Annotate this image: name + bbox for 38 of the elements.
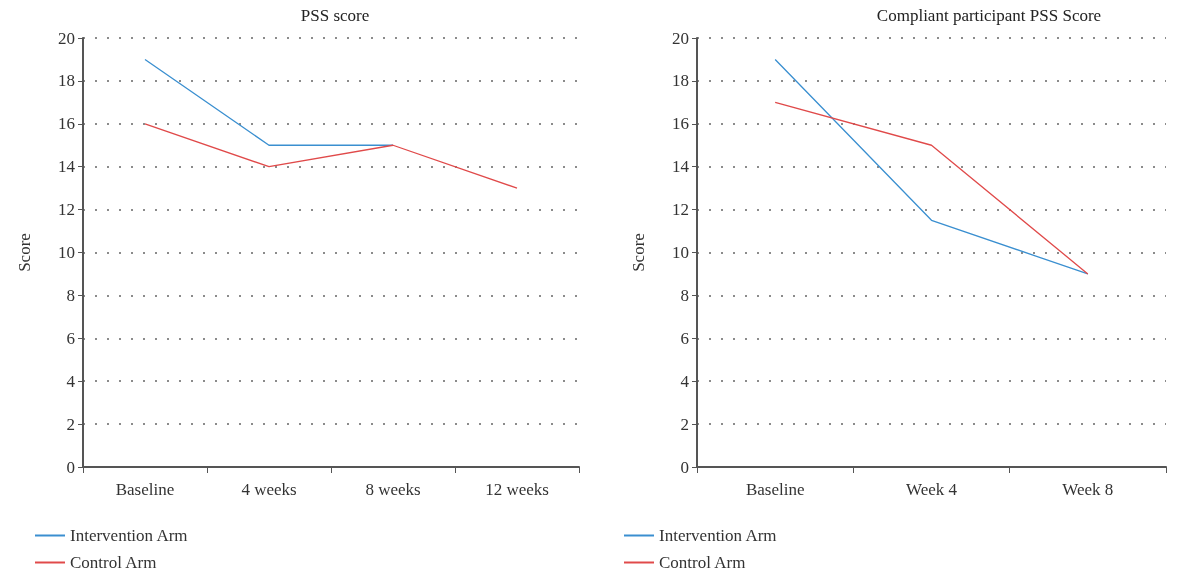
y-axis-title: Score: [629, 233, 648, 272]
y-tick-label: 10: [58, 243, 75, 262]
line-series: [144, 123, 518, 189]
x-tick-label: 4 weeks: [241, 480, 297, 499]
x-tick-label: Week 8: [1062, 480, 1114, 499]
y-tick-label: 20: [58, 28, 75, 48]
y-tick-label: 14: [58, 157, 76, 177]
y-tick-label: 6: [66, 328, 75, 348]
y-tick-label: 8: [66, 285, 75, 305]
y-tick-label: 12: [58, 200, 75, 220]
x-tick-label: 12 weeks: [485, 480, 549, 499]
y-tick-label: 18: [58, 71, 75, 91]
y-tick-label: 16: [58, 114, 75, 134]
y-axis-title: Score: [15, 233, 34, 272]
y-tick-label: 4: [680, 371, 690, 391]
x-tick-label: 8 weeks: [365, 480, 421, 499]
legend-label: Control Arm: [659, 553, 746, 572]
y-tick-label: 10: [672, 243, 689, 262]
chart-title: Compliant participant PSS Score: [876, 6, 1102, 25]
chart-title: PSS score: [300, 6, 370, 25]
legend-label: Intervention Arm: [70, 526, 188, 545]
y-tick-label: 12: [672, 200, 689, 220]
legend-label: Intervention Arm: [659, 526, 777, 545]
y-tick-label: 0: [680, 457, 689, 477]
y-tick-label: 18: [672, 71, 689, 91]
y-tick-label: 0: [66, 457, 75, 477]
x-tick-label: Baseline: [745, 480, 805, 499]
y-tick-label: 2: [66, 414, 75, 434]
y-tick-label: 8: [680, 285, 689, 305]
y-tick-label: 20: [672, 28, 689, 48]
y-tick-label: 2: [680, 414, 689, 434]
legend-label: Control Arm: [70, 553, 157, 572]
y-tick-label: 4: [66, 371, 76, 391]
y-tick-label: 14: [672, 157, 690, 177]
y-tick-label: 6: [680, 328, 689, 348]
x-tick-label: Week 4: [905, 480, 958, 499]
y-tick-label: 16: [672, 114, 689, 134]
x-tick-label: Baseline: [115, 480, 175, 499]
